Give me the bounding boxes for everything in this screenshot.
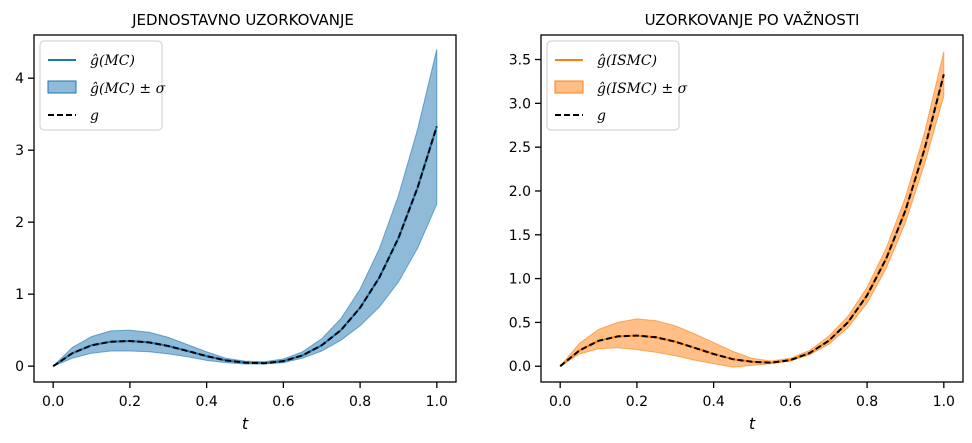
x-tick-label: 0.2 — [626, 394, 648, 410]
x-tick-label: 0.0 — [549, 394, 571, 410]
ticks: 0.0 0.2 0.4 0.6 0.8 1.0 0 1 2 3 4 — [15, 71, 448, 410]
x-tick-label: 0.8 — [856, 394, 878, 410]
x-tick-label: 0.6 — [272, 394, 294, 410]
x-axis-label: t — [242, 414, 249, 433]
panel-simple-sampling: JEDNOSTAVNO UZORKOVANJE 0.0 0.2 0.4 0.6 0.8 1… — [15, 11, 457, 433]
legend-label-true: g — [90, 108, 99, 124]
y-tick-label: 2.0 — [509, 184, 531, 200]
legend-label-band: ĝ(ISMC) ± σ — [597, 80, 688, 97]
x-tick-label: 0.2 — [119, 394, 141, 410]
panel-importance-sampling: UZORKOVANJE PO VAŽNOSTI 0.0 0.2 0.4 0.6 0.8 1… — [509, 10, 964, 433]
x-tick-label: 0.4 — [196, 394, 218, 410]
y-tick-label: 3.5 — [509, 53, 531, 69]
chart-title: JEDNOSTAVNO UZORKOVANJE — [131, 11, 354, 29]
uncertainty-band — [559, 51, 945, 368]
legend-label-estimate: ĝ(ISMC) — [597, 52, 657, 69]
legend: ĝ(ISMC) ĝ(ISMC) ± σ g — [546, 40, 688, 131]
legend-label-estimate: ĝ(MC) — [90, 52, 135, 69]
y-tick-label: 4 — [15, 71, 24, 87]
legend-patch-band — [554, 80, 584, 94]
true-function-line — [559, 74, 945, 367]
x-tick-label: 0.0 — [42, 394, 64, 410]
true-function-line — [52, 126, 438, 368]
y-tick-label: 1.5 — [509, 228, 531, 244]
legend: ĝ(MC) ĝ(MC) ± σ g — [39, 40, 166, 131]
x-tick-label: 0.6 — [779, 394, 801, 410]
legend-box — [546, 40, 680, 131]
y-tick-label: 3 — [15, 143, 24, 159]
y-tick-label: 0.5 — [509, 315, 531, 331]
y-tick-label: 1 — [15, 287, 24, 303]
plot-area — [52, 49, 438, 368]
estimate-line — [52, 126, 438, 368]
legend-box — [39, 40, 163, 131]
axes-frame — [540, 34, 964, 383]
legend-label-true: g — [597, 108, 606, 124]
y-tick-label: 1.0 — [509, 272, 531, 288]
axes-frame — [33, 34, 457, 383]
y-tick-label: 0 — [15, 359, 24, 375]
x-tick-label: 0.4 — [703, 394, 725, 410]
x-tick-label: 0.8 — [349, 394, 371, 410]
x-axis-label: t — [749, 414, 756, 433]
x-tick-label: 1.0 — [426, 394, 448, 410]
ticks: 0.0 0.2 0.4 0.6 0.8 1.0 0.0 0.5 1.0 1.5 2.0 2.5 3.0 3… — [509, 53, 955, 410]
legend-label-band: ĝ(MC) ± σ — [90, 80, 166, 97]
plot-area — [559, 51, 945, 368]
chart-title: UZORKOVANJE PO VAŽNOSTI — [645, 10, 860, 29]
legend-patch-band — [47, 80, 77, 94]
x-tick-label: 1.0 — [933, 394, 955, 410]
y-tick-label: 2 — [15, 215, 24, 231]
y-tick-label: 0.0 — [509, 359, 531, 375]
y-tick-label: 2.5 — [509, 140, 531, 156]
y-tick-label: 3.0 — [509, 96, 531, 112]
